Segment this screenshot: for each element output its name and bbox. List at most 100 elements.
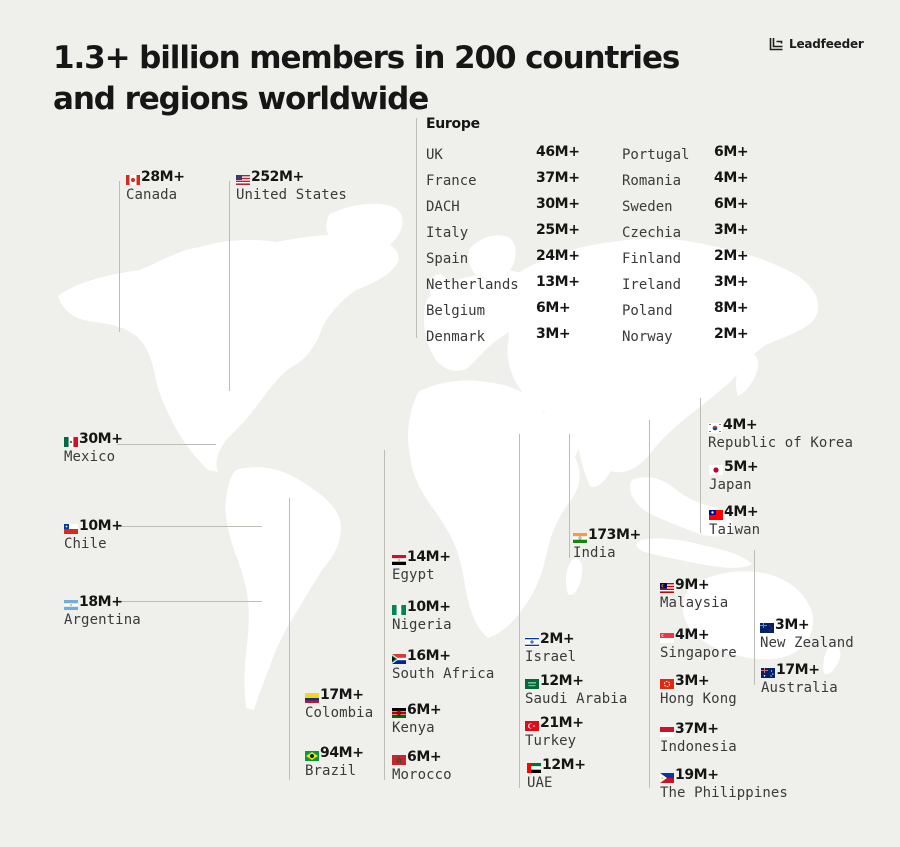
country-value-row: 5M+	[709, 458, 759, 476]
country-value-row: 12M+	[525, 672, 627, 690]
japan-shape	[736, 353, 759, 396]
country-name: Canada	[126, 187, 178, 203]
country-value-row: 18M+	[64, 593, 141, 611]
country-label-turkey: 21M+ Turkey	[525, 714, 584, 750]
member-count: 252M+	[251, 169, 304, 185]
europe-shape	[424, 270, 537, 371]
brand-name: Leadfeeder	[789, 37, 864, 51]
country-label-canada: 28M+ Canada	[126, 168, 185, 204]
leader-line-chile	[117, 526, 262, 527]
africa-shape	[408, 380, 580, 638]
country-value-row: 4M+	[660, 626, 737, 644]
leader-line-europe	[416, 118, 417, 338]
north-america-shape	[58, 234, 399, 472]
country-label-brazil: 94M+ Brazil	[305, 744, 364, 780]
country-name: Malaysia	[660, 595, 729, 611]
europe-country-name: Czechia	[622, 225, 682, 241]
new-zealand-shape	[823, 644, 841, 675]
country-label-australia: 17M+ Australia	[761, 661, 838, 697]
country-name: India	[573, 545, 616, 561]
country-name: Japan	[709, 477, 752, 493]
country-name: United States	[236, 187, 347, 203]
member-count: 4M+	[724, 504, 759, 520]
country-name: Morocco	[392, 767, 452, 783]
canada-flag-icon	[126, 172, 140, 185]
country-value-row: 9M+	[660, 576, 728, 594]
leader-line-brazil	[289, 498, 290, 780]
country-value-row: 3M+	[660, 672, 737, 690]
country-name: Turkey	[525, 733, 577, 749]
turkey-flag-icon	[525, 718, 539, 731]
southeast-asia-shape	[629, 477, 733, 537]
member-count: 3M+	[675, 673, 710, 689]
philippines-flag-icon	[660, 770, 674, 783]
leader-line-united-states	[229, 181, 230, 391]
europe-country-name: Denmark	[426, 329, 486, 345]
colombia-flag-icon	[305, 690, 319, 703]
country-value-row: 14M+	[392, 548, 451, 566]
country-name: Nigeria	[392, 617, 452, 633]
europe-country-name: Spain	[426, 251, 469, 267]
country-value-row: 21M+	[525, 714, 584, 732]
egypt-flag-icon	[392, 552, 406, 565]
europe-country-name: Sweden	[622, 199, 673, 215]
country-label-nigeria: 10M+ Nigeria	[392, 598, 452, 634]
country-label-hong-kong: 3M+ Hong Kong	[660, 672, 737, 708]
country-value-row: 173M+	[573, 526, 641, 544]
brazil-flag-icon	[305, 748, 319, 761]
country-value-row: 4M+	[709, 503, 760, 521]
europe-country-value: 25M+	[536, 222, 580, 238]
new-zealand-flag-icon	[760, 620, 774, 633]
leader-line-east-asia	[700, 398, 701, 533]
saudi-arabia-flag-icon	[525, 676, 539, 689]
country-name: Brazil	[305, 763, 357, 779]
australia-flag-icon	[761, 665, 775, 678]
europe-country-name: Poland	[622, 303, 673, 319]
leadfeeder-logo-icon	[769, 38, 783, 51]
country-name: Saudi Arabia	[525, 691, 628, 707]
europe-country-name: Finland	[622, 251, 682, 267]
page-title: 1.3+ billion members in 200 countries an…	[53, 40, 680, 117]
country-name: Republic of Korea	[708, 435, 853, 451]
member-count: 12M+	[540, 673, 584, 689]
country-name: Mexico	[64, 449, 116, 465]
greenland-shape	[326, 203, 403, 255]
australia-shape	[682, 571, 814, 660]
country-name: Chile	[64, 536, 107, 552]
country-value-row: 6M+	[392, 748, 452, 766]
india-shape	[576, 412, 621, 488]
israel-flag-icon	[525, 634, 539, 647]
country-value-row: 12M+	[527, 756, 586, 774]
country-label-united-states: 252M+ United States	[236, 168, 347, 204]
leader-line-middle-east	[519, 434, 520, 788]
member-count: 17M+	[776, 662, 820, 678]
leader-line-mexico	[117, 444, 216, 445]
europe-country-value: 3M+	[536, 326, 571, 342]
country-value-row: 37M+	[660, 720, 737, 738]
country-name: Argentina	[64, 612, 141, 628]
country-label-new-zealand: 3M+ New Zealand	[760, 616, 854, 652]
country-label-japan: 5M+ Japan	[709, 458, 759, 494]
europe-country-name: Netherlands	[426, 277, 519, 293]
country-name: Israel	[525, 649, 577, 665]
country-name: Colombia	[305, 705, 374, 721]
korea-flag-icon	[708, 420, 722, 433]
member-count: 30M+	[79, 431, 123, 447]
country-label-colombia: 17M+ Colombia	[305, 686, 373, 722]
europe-country-name: Norway	[622, 329, 673, 345]
member-count: 2M+	[540, 631, 575, 647]
country-name: Australia	[761, 680, 838, 696]
europe-country-name: Belgium	[426, 303, 486, 319]
europe-country-value: 24M+	[536, 248, 580, 264]
us-flag-icon	[236, 172, 250, 185]
country-name: Indonesia	[660, 739, 737, 755]
taiwan-flag-icon	[709, 507, 723, 520]
member-count: 6M+	[407, 749, 442, 765]
uk-shape	[429, 274, 449, 306]
europe-country-value: 3M+	[714, 222, 749, 238]
south-africa-flag-icon	[392, 651, 406, 664]
country-name: New Zealand	[760, 635, 854, 651]
arabia-shape	[532, 412, 579, 466]
south-america-shape	[225, 467, 341, 710]
